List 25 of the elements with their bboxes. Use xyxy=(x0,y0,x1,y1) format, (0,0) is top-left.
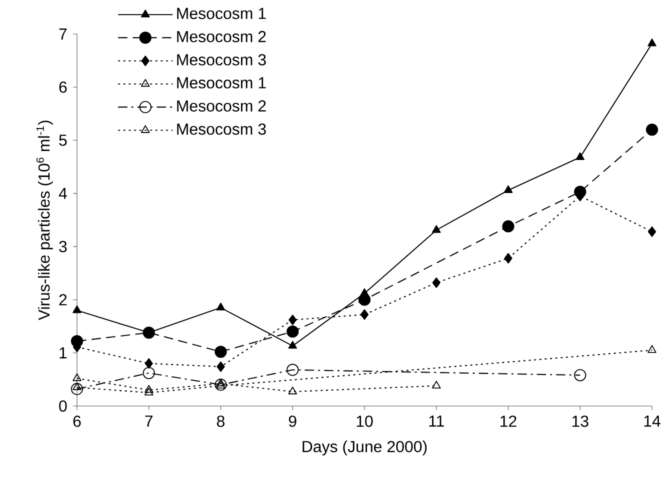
y-tick-label: 1 xyxy=(60,347,67,358)
x-tick-label: 6 xyxy=(73,416,81,427)
x-axis-title: Days (June 2000) xyxy=(302,440,427,456)
x-tick-label: 7 xyxy=(145,416,153,427)
x-tick-label: 10 xyxy=(356,416,373,427)
legend-label: Mesocosm 1 xyxy=(177,8,266,20)
x-tick-label: 13 xyxy=(572,416,588,427)
x-tick-label: 9 xyxy=(288,416,296,427)
x-tick-label: 11 xyxy=(429,416,444,427)
legend-label: Mesocosm 3 xyxy=(177,123,266,135)
y-tick-label: 5 xyxy=(59,134,67,146)
y-tick-label: 0 xyxy=(59,400,67,412)
legend-label: Mesocosm 2 xyxy=(177,100,266,112)
x-tick-label: 12 xyxy=(500,416,516,427)
x-tick-label: 14 xyxy=(644,416,660,427)
y-tick-label: 2 xyxy=(59,294,67,306)
legend-label: Mesocosm 1 xyxy=(177,77,266,88)
y-tick-label: 3 xyxy=(59,240,67,252)
y-tick-label: 7 xyxy=(59,28,67,40)
legend-label: Mesocosm 3 xyxy=(177,54,266,66)
y-tick-label: 4 xyxy=(58,188,67,199)
x-tick-label: 8 xyxy=(216,416,224,427)
y-tick-label: 6 xyxy=(59,81,67,93)
y-axis-title: Virus-like particles (10$^{6}$ ml$^{-1}$) xyxy=(36,120,53,320)
legend-label: Mesocosm 2 xyxy=(177,30,266,42)
